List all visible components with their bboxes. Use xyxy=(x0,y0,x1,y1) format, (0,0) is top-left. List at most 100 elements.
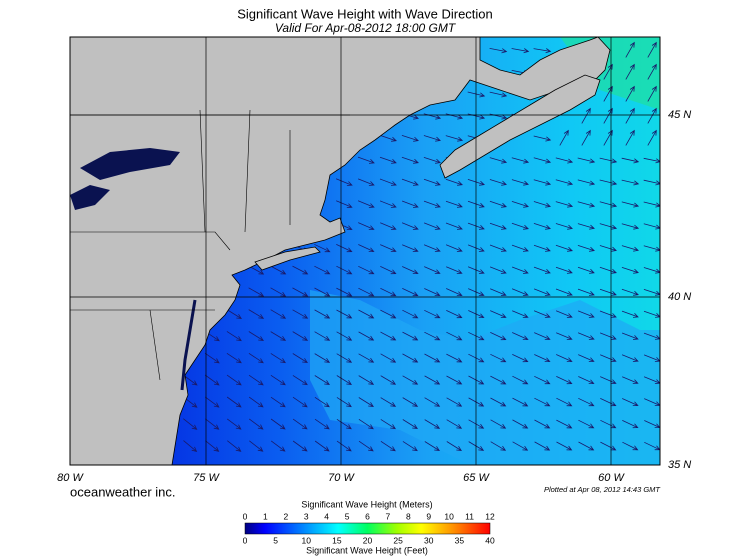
wave-arrow xyxy=(577,332,595,340)
wave-arrow xyxy=(227,440,242,452)
feet-tick: 15 xyxy=(332,535,342,545)
wave-arrow xyxy=(556,419,573,429)
wave-arrow xyxy=(490,375,507,385)
wave-arrow xyxy=(358,440,374,452)
wave-arrow xyxy=(358,287,375,297)
wave-arrow xyxy=(379,200,397,208)
wave-arrow xyxy=(205,418,220,430)
wave-arrow xyxy=(424,441,440,451)
meters-tick: 12 xyxy=(485,511,495,521)
wave-arrow xyxy=(423,135,441,142)
wave-arrow xyxy=(226,352,242,364)
wave-arrow xyxy=(533,310,551,318)
wave-arrow xyxy=(533,244,551,252)
wave-arrow xyxy=(599,179,618,186)
wave-arrow xyxy=(445,222,463,230)
wave-arrow xyxy=(357,200,375,208)
wave-arrow xyxy=(423,200,441,208)
wave-arrow xyxy=(335,178,353,186)
wave-arrow xyxy=(379,156,397,164)
wave-arrow xyxy=(511,288,529,296)
wave-arrow xyxy=(226,331,242,342)
wave-arrow xyxy=(292,287,309,297)
wave-arrow xyxy=(581,107,591,124)
wave-arrow xyxy=(270,287,287,297)
wave-arrow xyxy=(423,222,441,230)
wave-arrow xyxy=(625,41,635,58)
wave-arrow xyxy=(314,243,331,253)
wave-arrow xyxy=(599,245,617,252)
wave-arrow xyxy=(556,354,573,362)
wave-arrow xyxy=(533,135,552,142)
wave-arrow xyxy=(423,244,441,252)
wave-arrow xyxy=(489,48,508,54)
wave-arrow xyxy=(358,331,375,341)
wave-arrow xyxy=(357,178,375,186)
wave-arrow xyxy=(270,331,287,341)
wave-arrow xyxy=(622,376,639,384)
wave-arrow xyxy=(380,419,396,430)
wave-arrow xyxy=(622,441,639,451)
wave-arrow xyxy=(270,418,286,430)
wave-arrow xyxy=(424,353,441,363)
wave-arrow xyxy=(446,375,463,385)
feet-tick: 10 xyxy=(302,535,312,545)
wave-arrow xyxy=(423,157,441,164)
wave-arrow xyxy=(314,331,331,341)
wave-arrow xyxy=(314,396,330,408)
wave-arrow xyxy=(599,266,617,274)
wave-arrow xyxy=(647,85,657,102)
wave-arrow xyxy=(533,179,552,186)
wave-arrow xyxy=(336,287,353,297)
wave-arrow xyxy=(249,440,264,452)
wave-arrow xyxy=(578,419,595,429)
wave-arrow xyxy=(533,157,552,164)
wave-arrow xyxy=(248,287,265,297)
wave-arrow xyxy=(402,244,419,252)
wave-arrow xyxy=(643,157,660,164)
wave-arrow xyxy=(511,201,529,208)
nova-scotia xyxy=(439,74,601,179)
map-frame xyxy=(69,36,661,466)
wave-arrow xyxy=(625,85,635,102)
wave-arrow xyxy=(380,309,397,319)
wave-arrow xyxy=(248,396,264,408)
wave-arrow xyxy=(555,157,574,164)
wave-arrow xyxy=(336,440,352,452)
wave-arrow xyxy=(270,353,286,364)
wave-arrow xyxy=(600,398,617,407)
wave-arrow xyxy=(512,354,529,363)
wave-arrow xyxy=(647,107,657,124)
wave-arrows xyxy=(182,41,660,452)
wave-arrow xyxy=(643,310,660,318)
wave-arrow xyxy=(424,419,441,429)
wave-arrow xyxy=(270,309,287,319)
wave-arrow xyxy=(292,396,308,408)
wave-arrow xyxy=(534,354,551,362)
wave-arrow xyxy=(625,129,635,146)
wave-arrow xyxy=(577,223,595,230)
wave-arrow xyxy=(578,397,595,407)
graticule xyxy=(70,37,660,465)
wave-arrow xyxy=(621,179,640,186)
meters-tick: 8 xyxy=(406,511,411,521)
wave-arrow xyxy=(270,440,286,452)
plotted-note: Plotted at Apr 08, 2012 14:43 GMT xyxy=(544,485,661,494)
wave-arrow xyxy=(512,397,529,407)
wave-arrow xyxy=(402,288,419,297)
wave-arrow xyxy=(559,129,569,146)
wave-arrow xyxy=(445,244,463,252)
wave-arrow xyxy=(490,288,507,296)
wave-arrow xyxy=(621,310,639,318)
wave-arrow xyxy=(446,266,463,274)
wave-arrow xyxy=(402,419,418,429)
wave-arrow xyxy=(336,331,353,341)
wave-arrow xyxy=(402,375,419,385)
wave-arrow xyxy=(489,91,508,98)
feet-tick: 35 xyxy=(455,535,465,545)
wave-arrow xyxy=(511,244,529,252)
wave-arrow xyxy=(314,309,331,319)
wave-arrow xyxy=(336,375,352,385)
wave-arrow xyxy=(643,245,660,252)
wave-arrow xyxy=(489,179,507,186)
